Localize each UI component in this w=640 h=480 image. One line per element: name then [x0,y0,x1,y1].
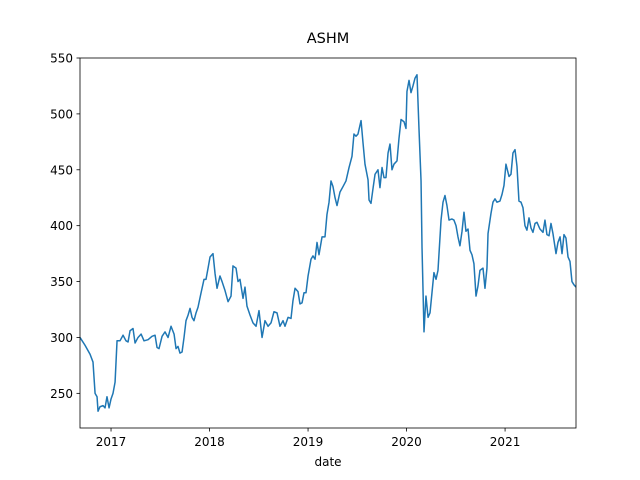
chart-title: ASHM [307,31,350,47]
x-axis-label: date [314,455,341,469]
x-tick-label: 2020 [391,435,422,449]
price-line [80,74,576,412]
y-tick-label: 300 [50,331,73,345]
y-tick-label: 550 [50,52,73,66]
y-tick-label: 500 [50,107,73,121]
plot-frame [79,57,577,429]
x-tick-label: 2021 [490,435,521,449]
x-tick-label: 2018 [194,435,225,449]
x-tick-label: 2019 [293,435,324,449]
y-tick-label: 350 [50,275,73,289]
y-tick-label: 400 [50,219,73,233]
y-tick-label: 250 [50,387,73,401]
y-tick-label: 450 [50,163,73,177]
x-tick-label: 2017 [96,435,127,449]
